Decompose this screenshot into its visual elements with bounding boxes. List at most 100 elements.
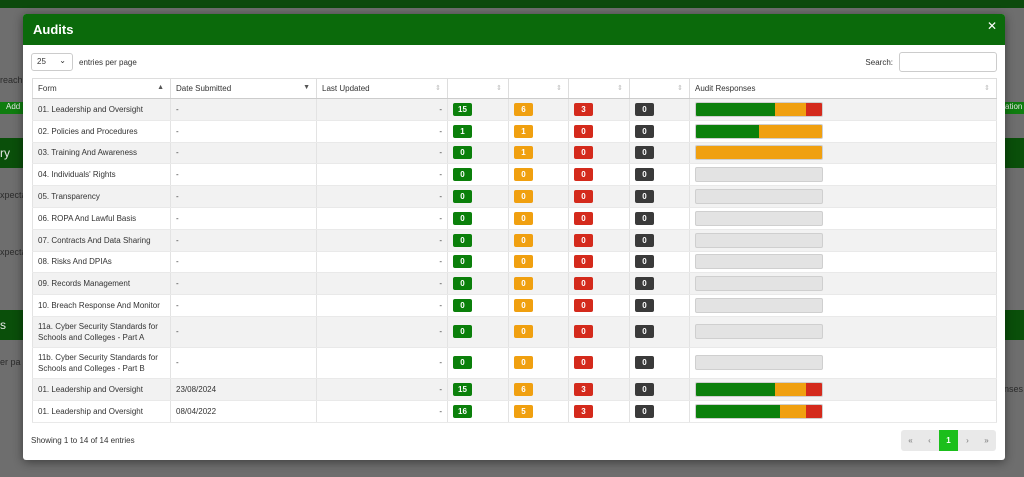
progress-orange-segment [774, 102, 807, 116]
black-count-cell: 0 [629, 142, 690, 165]
black-count-badge: 0 [635, 211, 654, 225]
audit-responses-cell [689, 207, 997, 230]
form-name: 07. Contracts And Data Sharing [38, 235, 151, 245]
green-count-badge: 0 [453, 146, 472, 160]
search-input[interactable] [899, 52, 997, 72]
audit-responses-bar [695, 381, 823, 397]
last-updated-cell: - [316, 142, 448, 165]
table-row[interactable]: 05. Transparency - -0 0 0 0 [32, 185, 997, 208]
table-row[interactable]: 11b. Cyber Security Standards for School… [32, 347, 997, 379]
black-count-cell: 0 [629, 185, 690, 208]
red-count-badge: 0 [574, 255, 593, 269]
table-row[interactable]: 11a. Cyber Security Standards for School… [32, 316, 997, 348]
page-1-button[interactable]: 1 [939, 430, 958, 451]
audit-responses-bar [695, 403, 823, 419]
black-count-badge: 0 [635, 356, 654, 370]
column-header-red[interactable]: ⇕ [568, 78, 630, 99]
table-row[interactable]: 01. Leadership and Oversight 08/04/2022-1… [32, 400, 997, 423]
green-count-cell: 1 [447, 120, 509, 143]
black-count-cell: 0 [629, 347, 690, 379]
orange-count-badge: 1 [514, 146, 533, 160]
form-name: 04. Individuals' Rights [38, 170, 116, 180]
orange-count-badge: 0 [514, 168, 533, 182]
last-updated-cell: - [316, 229, 448, 252]
modal-title: Audits [33, 22, 74, 37]
table-row[interactable]: 09. Records Management - -0 0 0 0 [32, 272, 997, 296]
audit-responses-bar [695, 324, 823, 340]
date-submitted-cell: 23/08/2024 [170, 378, 317, 401]
red-count-badge: 0 [574, 325, 593, 339]
last-updated-cell: - [316, 294, 448, 317]
table-row[interactable]: 07. Contracts And Data Sharing - -0 0 0 0 [32, 229, 997, 252]
table-row[interactable]: 04. Individuals' Rights - -0 0 0 0 [32, 163, 997, 187]
close-icon[interactable]: ✕ [986, 19, 997, 33]
audit-responses-bar [695, 167, 823, 183]
audit-responses-cell [689, 185, 997, 208]
column-header-audit-responses[interactable]: Audit Responses ⇕ [689, 78, 997, 99]
red-count-badge: 0 [574, 211, 593, 225]
table-row[interactable]: 06. ROPA And Lawful Basis - -0 0 0 0 [32, 207, 997, 230]
first-page-button[interactable]: « [908, 436, 913, 445]
orange-count-badge: 0 [514, 299, 533, 313]
orange-count-cell: 5 [508, 400, 569, 423]
audit-responses-cell [689, 294, 997, 317]
column-header-last-updated[interactable]: Last Updated ⇕ [316, 78, 448, 99]
table-row[interactable]: 02. Policies and Procedures - -1 1 0 0 [32, 120, 997, 143]
audit-responses-cell [689, 316, 997, 348]
red-count-badge: 0 [574, 168, 593, 182]
date-submitted-cell: - [170, 272, 317, 296]
red-count-cell: 0 [568, 142, 630, 165]
next-page-button[interactable]: › [966, 436, 969, 445]
green-count-cell: 0 [447, 185, 509, 208]
prev-page-button[interactable]: ‹ [928, 436, 931, 445]
green-count-badge: 16 [453, 404, 472, 418]
table-row[interactable]: 10. Breach Response And Monitor - -0 0 0 0 [32, 294, 997, 317]
orange-count-cell: 0 [508, 207, 569, 230]
table-row[interactable]: 08. Risks And DPIAs - -0 0 0 0 [32, 251, 997, 274]
date-submitted-cell: - [170, 316, 317, 348]
orange-count-badge: 0 [514, 325, 533, 339]
date-submitted-cell: - [170, 142, 317, 165]
green-count-cell: 15 [447, 378, 509, 401]
red-count-cell: 0 [568, 294, 630, 317]
progress-orange-segment [774, 382, 807, 396]
form-name: 11b. Cyber Security Standards for School… [38, 352, 158, 373]
red-count-badge: 0 [574, 233, 593, 247]
table-row[interactable]: 01. Leadership and Oversight 23/08/2024-1… [32, 378, 997, 401]
black-count-cell: 0 [629, 229, 690, 252]
column-header-black[interactable]: ⇕ [629, 78, 690, 99]
green-count-badge: 0 [453, 168, 472, 182]
column-header-green[interactable]: ⇕ [447, 78, 509, 99]
form-name: 08. Risks And DPIAs [38, 257, 112, 267]
sort-desc-icon: ▼ [303, 84, 310, 91]
black-count-cell: 0 [629, 251, 690, 274]
last-page-button[interactable]: » [984, 436, 989, 445]
orange-count-badge: 0 [514, 255, 533, 269]
orange-count-cell: 0 [508, 294, 569, 317]
sort-icon: ⇕ [617, 85, 623, 92]
black-count-cell: 0 [629, 98, 690, 121]
green-count-badge: 15 [453, 102, 472, 116]
form-name: 01. Leadership and Oversight [38, 406, 143, 416]
black-count-badge: 0 [635, 255, 654, 269]
entries-per-page-select[interactable]: 25 ⌄ [31, 53, 73, 71]
column-header-orange[interactable]: ⇕ [508, 78, 569, 99]
chevron-down-icon: ⌄ [59, 56, 66, 65]
form-name: 11a. Cyber Security Standards for School… [38, 321, 158, 342]
black-count-cell: 0 [629, 163, 690, 187]
form-name: 06. ROPA And Lawful Basis [38, 213, 137, 223]
black-count-badge: 0 [635, 146, 654, 160]
column-header-form[interactable]: Form ▲ [32, 78, 171, 99]
audit-responses-bar [695, 101, 823, 117]
red-count-badge: 3 [574, 102, 593, 116]
orange-count-cell: 0 [508, 229, 569, 252]
orange-count-cell: 6 [508, 98, 569, 121]
green-count-cell: 15 [447, 98, 509, 121]
table-row[interactable]: 01. Leadership and Oversight - -15 6 3 0 [32, 98, 997, 121]
orange-count-badge: 0 [514, 233, 533, 247]
table-row[interactable]: 03. Training And Awareness - -0 1 0 0 [32, 142, 997, 165]
red-count-badge: 0 [574, 356, 593, 370]
black-count-cell: 0 [629, 120, 690, 143]
column-header-date-submitted[interactable]: Date Submitted ▼ [170, 78, 317, 99]
green-count-cell: 0 [447, 316, 509, 348]
